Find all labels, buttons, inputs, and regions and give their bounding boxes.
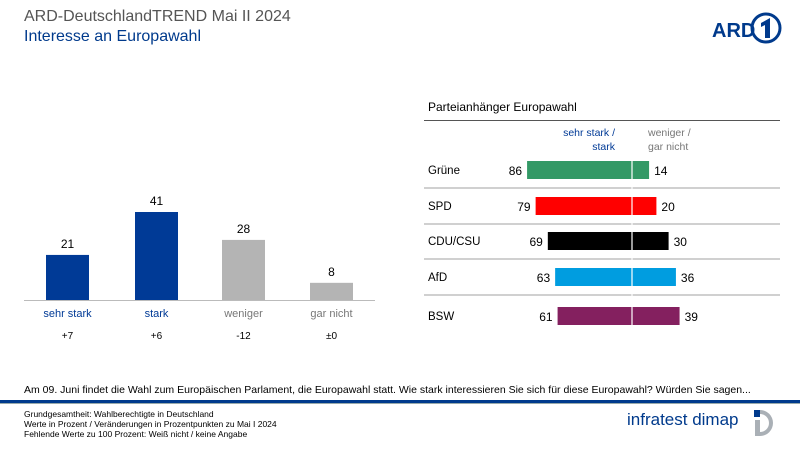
footer-notes: Grundgesamtheit: Wahlberechtigte in Deut… [24,409,277,439]
category-label: weniger [223,308,263,320]
bar-right [632,307,680,325]
page-title: ARD-DeutschlandTREND Mai II 2024 [24,8,291,25]
legend-right: gar nicht [648,141,688,153]
question-text: Am 09. Juni findet die Wahl zum Europäis… [24,384,751,396]
bar-left [535,197,632,215]
category-label: stark [145,308,169,320]
bar-right [632,232,669,250]
footer-line: Fehlende Werte zu 100 Prozent: Weiß nich… [24,429,248,439]
party-label: SPD [428,201,452,213]
bar [46,254,89,300]
value-right: 36 [681,271,695,285]
value-left: 86 [509,164,523,178]
party-label: AfD [428,272,447,284]
data-label: 21 [61,237,75,251]
party-label: Grüne [428,165,460,177]
bar-left [557,307,632,325]
bar-right [632,268,676,286]
bar-left [555,268,632,286]
ard-logo: ARD [712,12,782,44]
category-label: gar nicht [310,308,352,320]
party-label: BSW [428,311,454,323]
value-left: 79 [517,200,531,214]
value-left: 69 [529,235,543,249]
divider [0,400,800,403]
value-right: 20 [661,200,675,214]
infratest-logo-text: infratest dimap [627,410,739,429]
legend-left: sehr stark / [563,127,615,139]
value-left: 61 [539,310,553,324]
divider-thin [0,403,800,404]
page-subtitle: Interesse an Europawahl [24,28,201,45]
category-label: sehr stark [43,308,92,320]
interest-bar-chart: 21 sehr stark +7 41 stark +6 28 weniger -12 8 gar … [24,194,375,342]
value-right: 39 [685,310,699,324]
change-label: ±0 [326,331,337,342]
footer-line: Grundgesamtheit: Wahlberechtigte in Deut… [24,409,214,419]
bar-left [547,232,632,250]
chart-title: Parteianhänger Europawahl [428,100,577,114]
value-right: 30 [674,235,688,249]
infratest-logo-icon [754,410,773,436]
bar-left [527,161,632,179]
party-diverging-chart: Parteianhänger Europawahl sehr stark / sta… [424,100,780,325]
legend-left: stark [592,141,616,153]
party-label: CDU/CSU [428,236,480,248]
data-label: 28 [237,222,251,236]
value-right: 14 [654,164,668,178]
value-left: 63 [537,271,551,285]
bar-right [632,161,650,179]
data-label: 41 [150,194,164,208]
data-label: 8 [328,265,335,279]
change-label: -12 [236,331,251,342]
bar-right [632,197,657,215]
bar [222,239,265,300]
change-label: +6 [151,331,163,342]
legend-right: weniger / [647,127,691,139]
change-label: +7 [62,331,74,342]
footer-line: Werte in Prozent / Veränderungen in Proz… [24,419,277,429]
svg-text:ARD: ARD [712,20,755,42]
bar [310,282,353,300]
bar [135,212,178,300]
